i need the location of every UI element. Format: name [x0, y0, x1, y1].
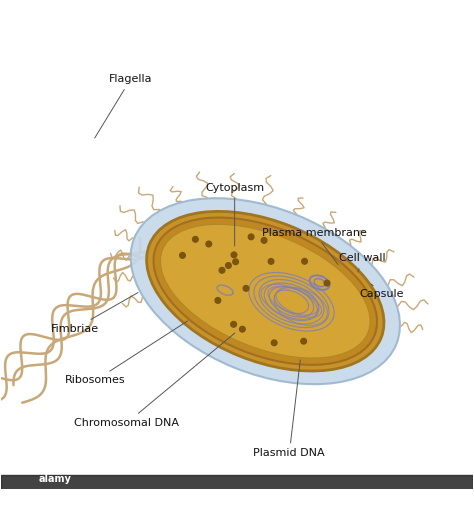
Text: Plasma membrane: Plasma membrane — [262, 228, 366, 265]
Circle shape — [226, 263, 231, 268]
Circle shape — [231, 321, 237, 327]
Circle shape — [233, 259, 238, 265]
Circle shape — [268, 259, 274, 264]
Text: Ribosomes: Ribosomes — [65, 321, 188, 385]
Text: Fimbriae: Fimbriae — [51, 293, 138, 334]
Circle shape — [192, 236, 198, 242]
Circle shape — [206, 241, 211, 247]
Ellipse shape — [160, 224, 370, 358]
Circle shape — [261, 238, 267, 243]
Circle shape — [301, 338, 307, 344]
Ellipse shape — [154, 218, 377, 365]
Circle shape — [231, 252, 237, 258]
Text: Cell wall: Cell wall — [339, 253, 385, 272]
Ellipse shape — [146, 211, 384, 371]
Text: alamy: alamy — [39, 474, 72, 484]
Circle shape — [215, 298, 221, 303]
Circle shape — [239, 327, 245, 332]
Circle shape — [219, 268, 225, 273]
Text: Flagella: Flagella — [95, 75, 152, 138]
Circle shape — [243, 285, 249, 291]
Circle shape — [324, 280, 330, 286]
Circle shape — [302, 259, 308, 264]
Text: Capsule: Capsule — [360, 284, 404, 299]
Text: Cytoplasm: Cytoplasm — [205, 183, 264, 246]
Text: Chromosomal DNA: Chromosomal DNA — [74, 333, 235, 428]
Text: Plasmid DNA: Plasmid DNA — [254, 360, 325, 458]
Circle shape — [272, 340, 277, 346]
Ellipse shape — [131, 198, 400, 384]
Circle shape — [180, 252, 185, 258]
Circle shape — [248, 234, 254, 240]
Bar — [1, 475, 473, 494]
